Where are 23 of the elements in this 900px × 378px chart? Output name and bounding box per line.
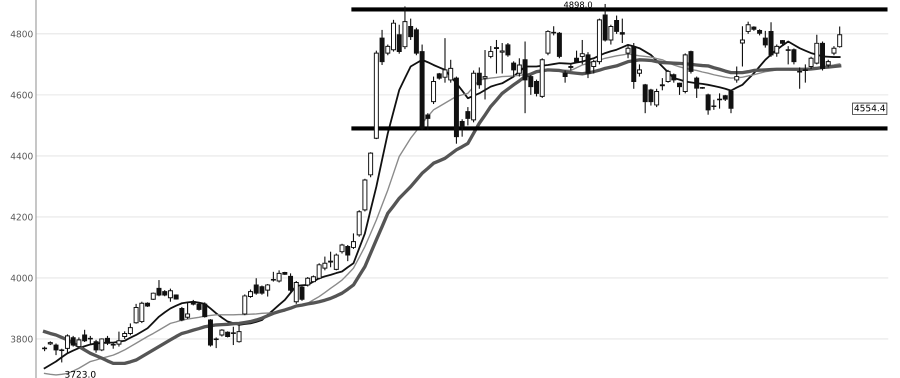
y-tick-label: 4200 [10, 214, 33, 220]
y-tick-label: 4400 [10, 152, 33, 160]
candlestick [837, 26, 842, 48]
candlestick [368, 152, 374, 178]
candlestick [488, 46, 494, 59]
candlestick [802, 64, 808, 84]
candlestick [620, 18, 625, 44]
y-tick-label: 4600 [10, 92, 33, 98]
candlestick [494, 39, 499, 74]
candlestick [740, 26, 745, 68]
y-tick-label: 3800 [10, 336, 33, 343]
candlestick [356, 210, 362, 238]
candlestick [797, 66, 802, 90]
annotation: 4554.4 [854, 104, 886, 112]
candlestick [574, 50, 580, 64]
y-tick-label: 4000 [10, 274, 33, 282]
candlestick [431, 76, 436, 105]
candlestick [562, 70, 568, 84]
y-tick-label: 4800 [10, 30, 33, 38]
annotation: 4898.0 [564, 2, 592, 8]
candlestick [734, 66, 740, 84]
annotation: 3723.0 [65, 370, 96, 378]
candlestick [831, 46, 836, 56]
